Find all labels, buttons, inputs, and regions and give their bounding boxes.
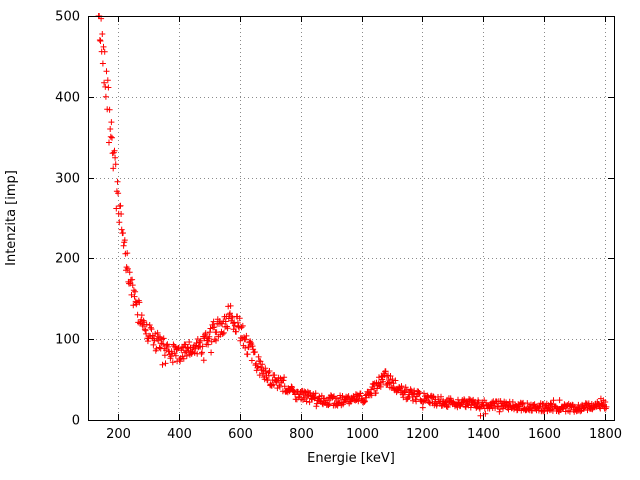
x-tick-label: 1800 [589, 427, 622, 442]
x-tick-label: 400 [167, 427, 192, 442]
gridlines [88, 16, 614, 421]
x-tick-label: 600 [228, 427, 253, 442]
x-tick-label: 800 [289, 427, 314, 442]
y-axis-label: Intenzita [imp] [4, 170, 19, 266]
x-tick-label: 200 [106, 427, 131, 442]
x-tick-label: 1600 [528, 427, 561, 442]
x-tick-label: 1000 [346, 427, 379, 442]
x-axis-label: Energie [keV] [307, 451, 395, 466]
tick-labels: 200 400 600 800 1000 1200 1400 1600 1800 0 100 200 3… [55, 10, 622, 443]
tick-marks [88, 16, 614, 421]
data-points [95, 13, 610, 419]
y-tick-label: 500 [55, 10, 80, 25]
y-tick-label: 100 [55, 333, 80, 348]
y-tick-label: 0 [72, 414, 80, 429]
x-tick-label: 1200 [406, 427, 439, 442]
spectrum-series [95, 13, 610, 419]
plot-border [88, 16, 615, 421]
y-tick-label: 200 [55, 252, 80, 267]
y-tick-label: 300 [55, 172, 80, 187]
x-tick-label: 1400 [467, 427, 500, 442]
y-tick-label: 400 [55, 91, 80, 106]
